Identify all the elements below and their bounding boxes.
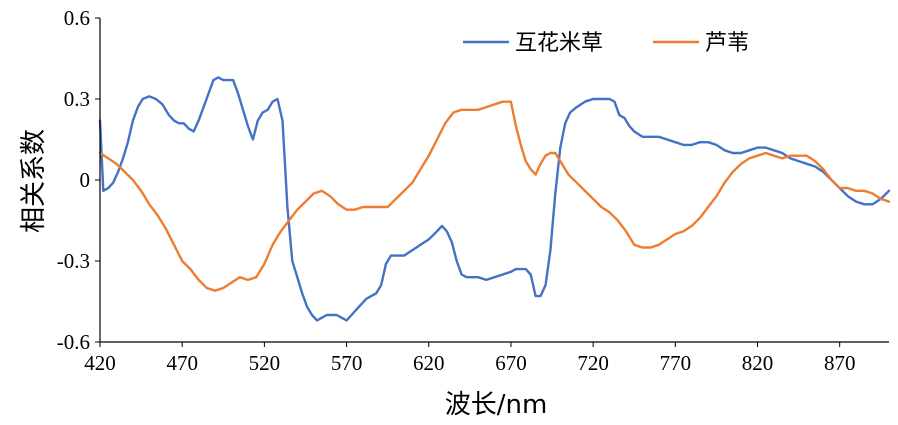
y-tick-label: -0.3	[57, 249, 90, 273]
y-axis-title: 相关系数	[19, 129, 49, 233]
y-tick-label: -0.6	[57, 330, 90, 354]
x-tick-label: 470	[166, 351, 198, 375]
x-tick-label: 820	[742, 351, 774, 375]
legend-label-spartina: 互花米草	[515, 31, 603, 56]
x-tick-label: 570	[331, 351, 363, 375]
x-tick-label: 620	[413, 351, 445, 375]
x-tick-label: 870	[824, 351, 856, 375]
y-tick-label: 0	[80, 168, 91, 192]
legend-label-reed: 芦苇	[705, 31, 749, 56]
legend: 互花米草 芦苇	[463, 31, 749, 56]
x-tick-label: 520	[249, 351, 281, 375]
y-tick-label: 0.6	[64, 6, 90, 30]
y-tick-label: 0.3	[64, 87, 90, 111]
axes: 420 470 520 570 620 670 720 770 820 870 0.6 0.3 0 -0.…	[57, 6, 889, 375]
series-line-reed	[98, 100, 891, 292]
series-lines	[98, 76, 891, 322]
x-axis-title: 波长/nm	[445, 390, 548, 420]
x-tick-label: 770	[660, 351, 692, 375]
x-tick-label: 420	[84, 351, 116, 375]
x-tick-label: 720	[577, 351, 609, 375]
series-line-spartina	[98, 76, 891, 322]
x-tick-label: 670	[495, 351, 527, 375]
